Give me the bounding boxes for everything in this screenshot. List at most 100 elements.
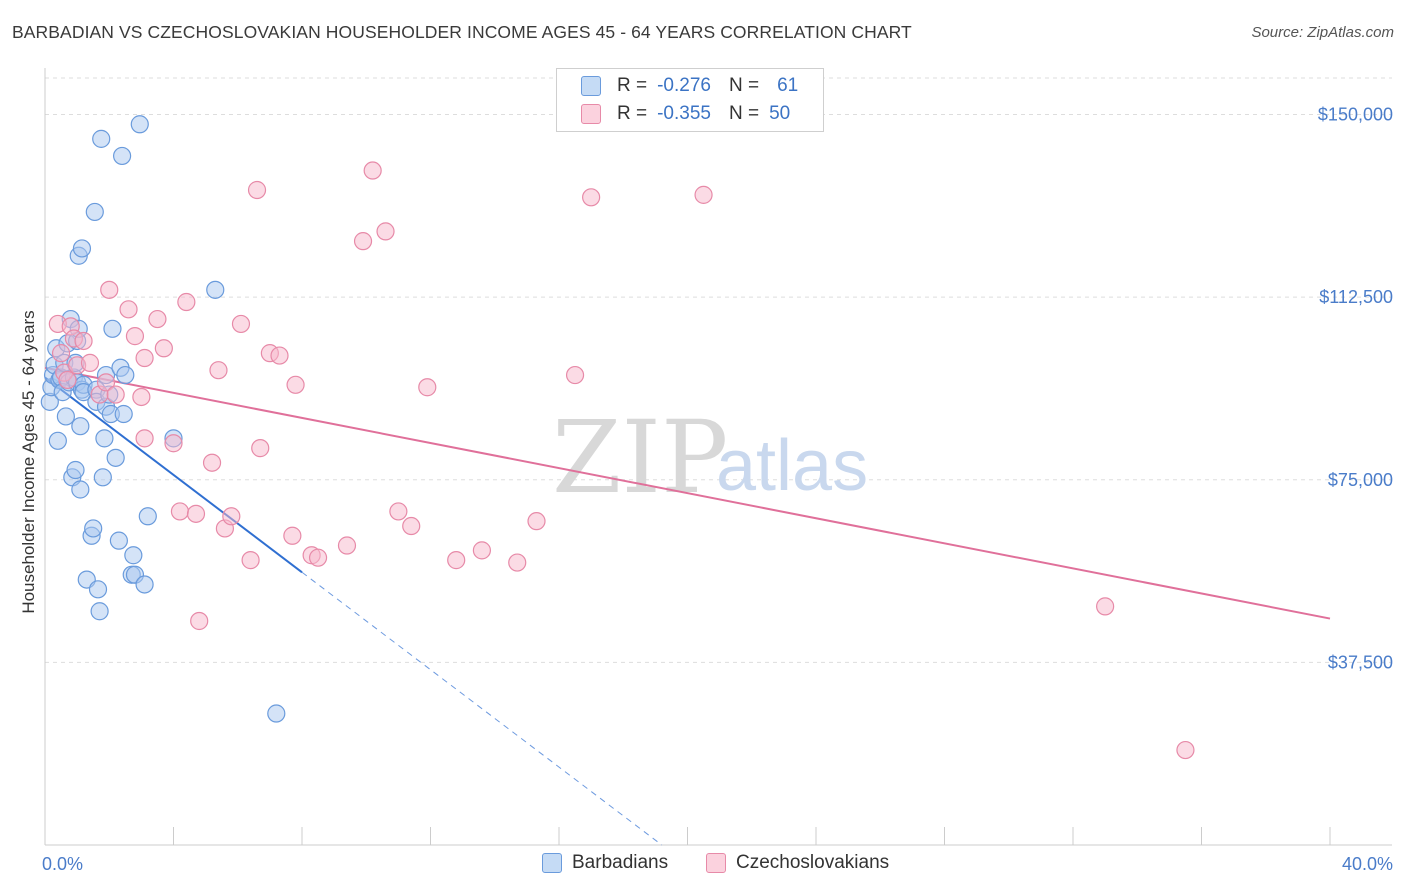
czechoslovakian-point: [308, 548, 328, 567]
czechoslovakian-point: [231, 314, 251, 334]
czechoslovakian-point: [402, 516, 421, 536]
czechoslovakian-point: [251, 439, 270, 458]
barbadian-point: [93, 468, 112, 487]
barbadian-point: [71, 417, 90, 436]
chart-title: BARBADIAN VS CZECHOSLOVAKIAN HOUSEHOLDER…: [12, 22, 912, 42]
barbadian-point: [103, 319, 122, 338]
x-tick-label: 40.0%: [1342, 854, 1393, 874]
czechoslovakian-point: [247, 180, 267, 200]
legend-label-czechoslovakians: Czechoslovakians: [736, 852, 890, 873]
czechoslovakian-point: [222, 507, 241, 526]
czechoslovakian-point: [241, 551, 260, 570]
czechoslovakian-point: [202, 453, 222, 472]
barbadian-point: [92, 129, 111, 148]
czechoslovakian-point: [100, 280, 119, 299]
barbadian-point: [114, 404, 133, 424]
czechoslovakian-point: [106, 385, 125, 404]
czechoslovakian-point: [190, 611, 209, 631]
legend-r-value: -0.276: [657, 75, 711, 96]
barbadian-point: [267, 704, 286, 723]
barbadian-point: [90, 602, 109, 621]
barbadian-trend-line: [44, 376, 303, 574]
legend-item-czechoslovakians[interactable]: Czechoslovakians: [706, 852, 889, 874]
czechoslovakian-point: [135, 348, 154, 368]
czechoslovakian-point: [186, 504, 206, 523]
czechoslovakian-point: [74, 331, 93, 351]
legend-n-value: 50: [769, 103, 791, 124]
czechoslovakian-point: [135, 429, 154, 448]
czechoslovakian-point: [565, 365, 585, 385]
watermark: ZIP atlas: [552, 399, 868, 516]
czechoslovakian-point: [283, 526, 302, 545]
czechoslovakian-point: [119, 300, 138, 319]
czechoslovakian-point: [527, 512, 546, 531]
barbadian-point: [206, 280, 225, 299]
czechoslovakian-point: [209, 361, 228, 380]
x-tick-label: 0.0%: [42, 854, 83, 874]
y-tick-label: $75,000: [1328, 470, 1393, 490]
czechoslovakian-point: [170, 502, 190, 521]
axes: [44, 68, 1392, 846]
czechoslovakian-point: [132, 387, 151, 407]
legend-r-label: R =: [617, 103, 648, 124]
czechoslovakian-point: [694, 185, 713, 204]
legend-swatch-czechoslovakians: [706, 853, 726, 873]
stats-legend: R = -0.276 N = 61 R = -0.355 N = 50: [556, 68, 824, 132]
series-legend: Barbadians Czechoslovakians: [0, 852, 1406, 878]
y-tick-label: $150,000: [1318, 105, 1393, 125]
czechoslovakian-point: [337, 536, 357, 555]
legend-swatch-barbadians: [542, 853, 562, 873]
tick-labels: $37,500 $75,000 $112,500 $150,000 0.0% 40.0%: [42, 105, 1393, 874]
barbadian-point: [95, 429, 114, 448]
legend-row-barbadians: R = -0.276 N = 61: [581, 73, 798, 99]
czechoslovakian-point: [418, 378, 437, 397]
y-tick-label: $112,500: [1319, 287, 1393, 307]
czechoslovakian-point: [96, 373, 116, 392]
legend-item-barbadians[interactable]: Barbadians: [542, 852, 668, 874]
czechoslovakian-point: [125, 327, 145, 346]
czechoslovakian-point: [164, 434, 183, 453]
barbadian-point: [48, 431, 67, 450]
barbadian-point: [112, 146, 132, 166]
barbadian-trend-extension: [301, 571, 663, 846]
barbadian-point: [109, 531, 128, 550]
legend-n-value: 61: [777, 75, 799, 96]
chart-source: Source: ZipAtlas.com: [1251, 24, 1394, 41]
czechoslovakian-point: [286, 375, 305, 394]
trend-lines: [44, 366, 1331, 846]
barbadian-point: [138, 507, 157, 526]
watermark-atlas: atlas: [716, 426, 868, 506]
czechoslovakian-point: [508, 553, 527, 572]
czechoslovakian-point: [582, 188, 601, 207]
legend-swatch-barbadians: [581, 76, 601, 96]
legend-r-value: -0.355: [657, 103, 711, 124]
czechoslovakian-trend-line: [44, 366, 1331, 620]
barbadian-point: [84, 519, 103, 538]
czechoslovakian-point: [148, 309, 167, 329]
czechoslovakian-point: [389, 502, 408, 521]
barbadian-point: [106, 448, 125, 467]
y-tick-label: $37,500: [1328, 652, 1393, 672]
legend-n-label: N =: [728, 75, 760, 96]
czechoslovakian-point: [58, 370, 77, 390]
czechoslovakian-point: [1096, 597, 1115, 616]
barbadian-point: [88, 580, 108, 599]
czechoslovakian-point: [51, 344, 71, 363]
legend-swatch-czechoslovakians: [581, 104, 601, 124]
barbadian-point: [135, 575, 154, 594]
czechoslovakian-point: [270, 346, 289, 365]
legend-r-label: R =: [617, 75, 648, 96]
y-axis-label: Householder Income Ages 45 - 64 years: [19, 310, 38, 613]
czechoslovakian-point: [154, 339, 173, 358]
watermark-zip: ZIP: [552, 399, 728, 516]
gridlines: [45, 77, 1392, 663]
data-points: [40, 115, 1195, 760]
legend-n-label: N =: [728, 103, 760, 124]
czechoslovakian-point: [80, 353, 100, 372]
legend-row-czechoslovakians: R = -0.355 N = 50: [581, 101, 790, 127]
barbadian-point: [56, 407, 75, 426]
legend-label-barbadians: Barbadians: [572, 852, 669, 873]
barbadian-point: [85, 202, 104, 222]
barbadian-point: [130, 115, 149, 134]
